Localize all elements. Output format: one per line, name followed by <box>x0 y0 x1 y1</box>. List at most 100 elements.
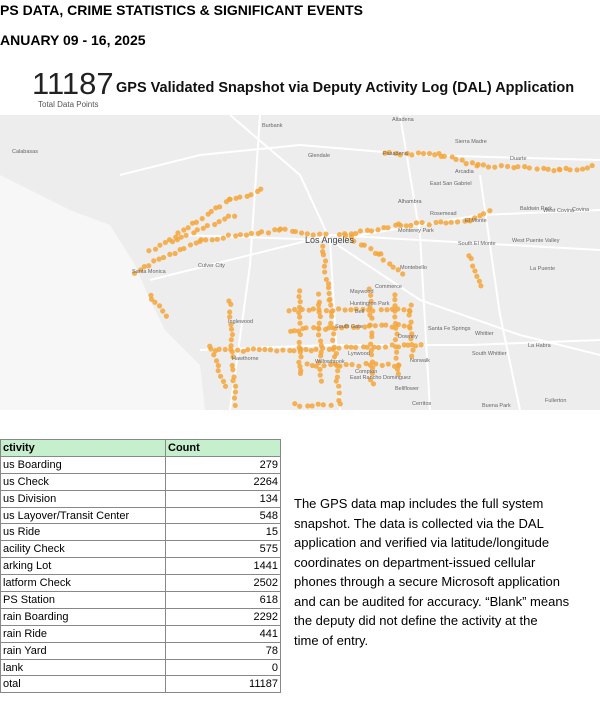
activity-point <box>232 383 239 389</box>
table-row: latform Check 2502 <box>0 574 281 593</box>
activity-point <box>333 378 339 384</box>
count-cell: 441 <box>165 624 281 643</box>
activity-point <box>378 307 384 313</box>
activity-point <box>331 354 338 360</box>
activity-point <box>222 346 228 353</box>
count-cell: 618 <box>165 591 281 609</box>
activity-point <box>449 154 455 160</box>
activity-point <box>304 231 310 237</box>
activity-point <box>454 219 461 225</box>
activity-point <box>328 402 334 408</box>
place-label: Bellflower <box>395 386 419 392</box>
activity-cell: arking Lot <box>0 557 166 576</box>
activity-point <box>313 363 319 369</box>
table-row: rain Boarding 2292 <box>0 607 281 626</box>
activity-point <box>343 361 349 368</box>
activity-point <box>511 165 517 171</box>
activity-point <box>169 239 176 245</box>
activity-point <box>297 288 303 294</box>
count-cell: 2264 <box>165 472 281 491</box>
activity-point <box>476 278 482 284</box>
activity-point <box>381 225 387 231</box>
count-cell: 575 <box>165 540 281 559</box>
activity-point <box>408 302 414 308</box>
place-label: Lynwood <box>348 351 370 357</box>
activity-point <box>394 331 400 337</box>
activity-point <box>368 228 375 234</box>
activity-point <box>385 225 391 231</box>
activity-point <box>198 237 204 243</box>
activity-point <box>297 331 303 338</box>
place-label: South Whittier <box>472 351 507 357</box>
activity-point <box>379 322 385 328</box>
activity-point <box>214 236 220 242</box>
ocean <box>0 175 205 410</box>
activity-point <box>556 166 562 172</box>
activity-point <box>337 363 343 369</box>
activity-point <box>386 149 392 156</box>
activity-point <box>229 349 235 355</box>
note-line: and can be audited for accuracy. “Blank”… <box>294 593 570 609</box>
activity-point <box>478 283 484 289</box>
activity-point <box>396 362 402 368</box>
activity-point <box>432 152 438 158</box>
activity-point <box>315 291 322 297</box>
activity-point <box>297 363 303 370</box>
activity-point <box>348 344 354 350</box>
activity-point <box>336 231 343 238</box>
activity-point <box>152 246 159 252</box>
activity-table: ctivity Count us Boarding 279 us Check 2264 us… <box>0 439 281 694</box>
activity-point <box>393 344 399 350</box>
activity-point <box>220 378 227 385</box>
activity-point <box>191 230 197 236</box>
table-row: otal 11187 <box>0 675 281 694</box>
activity-point <box>355 324 361 330</box>
activity-point <box>323 231 329 237</box>
activity-point <box>353 306 359 312</box>
table-row: us Ride 15 <box>0 523 281 542</box>
activity-point <box>146 263 152 269</box>
activity-point <box>470 263 476 269</box>
table-row: us Division 134 <box>0 489 281 508</box>
activity-point <box>438 219 444 225</box>
activity-point <box>296 344 302 350</box>
activity-point <box>420 151 427 157</box>
activity-point <box>336 390 342 396</box>
activity-point <box>410 347 416 353</box>
activity-point <box>368 292 374 298</box>
activity-point <box>183 232 189 238</box>
activity-point <box>160 254 167 261</box>
activity-point <box>372 323 378 329</box>
activity-point <box>364 227 371 233</box>
activity-point <box>329 313 335 319</box>
activity-point <box>232 389 239 395</box>
activity-point <box>343 323 350 329</box>
place-label: Willowbrook <box>315 359 345 365</box>
activity-point <box>326 346 333 352</box>
activity-point <box>401 323 407 329</box>
activity-point <box>291 348 297 354</box>
place-label: Huntington Park <box>350 301 390 307</box>
activity-point <box>393 150 399 157</box>
activity-point <box>348 233 355 239</box>
activity-point <box>248 230 255 237</box>
activity-point <box>351 238 357 244</box>
activity-point <box>323 308 330 314</box>
activity-point <box>336 383 342 389</box>
activity-point <box>443 220 449 226</box>
activity-point <box>393 355 399 361</box>
activity-point <box>368 347 375 353</box>
activity-point <box>323 276 329 283</box>
activity-point <box>368 341 374 347</box>
activity-point <box>308 348 314 354</box>
activity-point <box>328 361 334 368</box>
place-label: Commerce <box>375 284 402 290</box>
table-row: us Boarding 279 <box>0 455 281 474</box>
kpi-heading: GPS Validated Snapshot via Deputy Activi… <box>116 80 575 96</box>
report-title: PS DATA, CRIME STATISTICS & SIGNIFICANT … <box>0 2 363 18</box>
activity-point <box>395 371 401 377</box>
activity-point <box>379 362 385 369</box>
place-label: Burbank <box>262 123 283 129</box>
place-label: Los Angeles <box>305 235 355 245</box>
activity-point <box>325 285 332 291</box>
